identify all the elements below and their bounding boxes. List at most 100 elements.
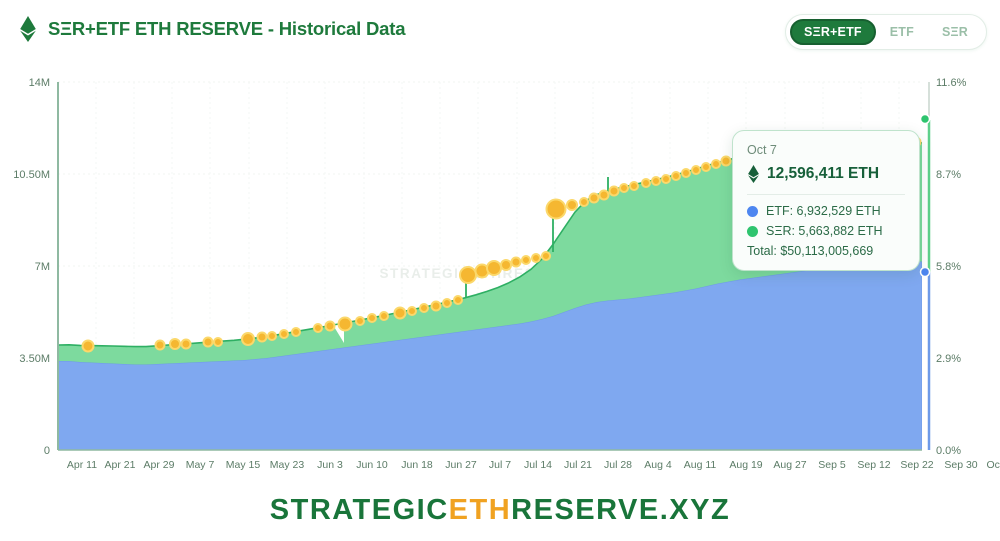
footer-logo-part1: STRATEGIC [269,494,449,526]
y-left-tick-14m: 14M [29,77,50,89]
footer-logo: STRATEGICETHRESERVE.XYZ [270,494,730,527]
event-marker[interactable] [720,155,732,167]
x-tick-0: Apr 11 [67,459,97,471]
tooltip-row-ser: SΞR: 5,663,882 ETH [747,224,905,238]
x-tick-13: Jul 28 [604,459,632,471]
event-marker[interactable] [291,327,301,337]
x-tick-16: Aug 19 [729,459,762,471]
x-tick-19: Sep 12 [857,459,890,471]
event-marker[interactable] [267,331,277,341]
event-marker[interactable] [541,251,551,261]
x-tick-22: Oct 7 [986,459,1000,471]
ser-endpoint-dot[interactable] [919,113,931,125]
title-block: SΞR+ETF ETH RESERVE - Historical Data [18,16,406,42]
y-left-tick-3-50m: 3.50M [19,353,50,365]
ethereum-diamond-icon [748,165,759,183]
event-marker[interactable] [579,197,589,207]
green-dot-icon [747,225,758,237]
event-marker[interactable] [608,185,620,197]
toggle-etf[interactable]: ETF [889,25,914,39]
event-marker[interactable] [691,165,701,175]
tooltip-row-etf: ETF: 6,932,529 ETH [747,204,905,218]
x-tick-5: May 23 [270,459,305,471]
footer-logo-part2: ETH [448,494,512,526]
event-marker[interactable] [701,162,711,172]
event-marker[interactable] [154,339,166,351]
event-marker[interactable] [545,198,567,220]
x-tick-6: Jun 3 [317,459,343,471]
event-marker[interactable] [241,332,255,346]
x-tick-12: Jul 21 [564,459,592,471]
page-title: SΞR+ETF ETH RESERVE - Historical Data [48,18,406,39]
event-marker[interactable] [407,306,417,316]
event-marker[interactable] [500,259,512,271]
x-tick-4: May 15 [226,459,261,471]
event-marker[interactable] [661,174,671,184]
event-marker[interactable] [711,159,721,169]
y-right-tick-11-6: 11.6% [936,77,967,89]
event-marker[interactable] [313,323,323,333]
event-marker[interactable] [180,338,192,350]
event-marker[interactable] [430,300,442,312]
event-marker[interactable] [279,329,289,339]
tooltip-divider [747,194,905,195]
chart-tooltip: Oct 7 12,596,411 ETH ETF: 6,932,529 ETH … [732,130,920,271]
page-footer: STRATEGICETHRESERVE.XYZ [0,480,1000,541]
blue-dot-icon [747,205,758,217]
y-right-tick-5-8: 5.8% [936,261,961,273]
event-marker[interactable] [598,189,610,201]
event-marker[interactable] [367,313,377,323]
toggle-ser[interactable]: SΞR [941,25,968,39]
event-marker[interactable] [510,256,522,268]
event-marker[interactable] [256,331,268,343]
event-marker[interactable] [355,316,365,326]
event-marker[interactable] [393,306,407,320]
toggle-ser-plus-etf[interactable]: SΞR+ETF [790,19,876,45]
tooltip-etf-value: ETF: 6,932,529 ETH [766,204,881,218]
event-marker[interactable] [521,255,531,265]
x-tick-15: Aug 11 [684,459,717,471]
chart-container[interactable]: STRATEGICETHRESERVE.XYZ [0,62,1000,480]
series-toggle-group[interactable]: SΞR+ETF ETF SΞR [785,14,987,50]
etf-endpoint-dot[interactable] [919,266,931,278]
ser-area [58,142,922,365]
event-marker[interactable] [453,295,463,305]
x-tick-2: Apr 29 [144,459,175,471]
event-marker[interactable] [419,303,429,313]
event-marker[interactable] [81,339,95,353]
x-tick-17: Aug 27 [773,459,806,471]
event-marker[interactable] [324,320,336,332]
x-tick-1: Apr 21 [105,459,136,471]
event-marker[interactable] [442,298,452,308]
ethereum-diamond-icon [20,16,36,42]
event-marker[interactable] [566,199,578,211]
event-marker[interactable] [651,176,661,186]
x-tick-20: Sep 22 [900,459,933,471]
event-marker[interactable] [486,260,502,276]
event-marker[interactable] [379,311,389,321]
y-right-tick-2-9: 2.9% [936,353,961,365]
event-marker[interactable] [681,168,691,178]
tooltip-total-usd: Total: $50,113,005,669 [747,244,874,258]
footer-logo-part3: RESERVE.XYZ [511,494,731,526]
stacked-area-chart[interactable]: STRATEGICETHRESERVE.XYZ [0,62,1000,480]
event-marker[interactable] [531,253,541,263]
event-marker[interactable] [619,183,629,193]
tooltip-total-row: 12,596,411 ETH [747,165,905,183]
event-marker[interactable] [337,316,353,332]
y-left-tick-10-50m: 10.50M [13,169,50,181]
event-marker[interactable] [213,337,223,347]
x-tick-9: Jun 27 [445,459,477,471]
x-tick-14: Aug 4 [644,459,672,471]
y-left-tick-7m: 7M [35,261,50,273]
event-marker[interactable] [641,178,651,188]
x-tick-11: Jul 14 [524,459,552,471]
y-right-tick-8-7: 8.7% [936,169,961,181]
event-marker[interactable] [671,171,681,181]
x-tick-18: Sep 5 [818,459,846,471]
event-marker[interactable] [629,181,639,191]
event-marker[interactable] [169,338,181,350]
event-marker[interactable] [459,266,477,284]
event-marker[interactable] [588,192,600,204]
event-marker[interactable] [202,336,214,348]
